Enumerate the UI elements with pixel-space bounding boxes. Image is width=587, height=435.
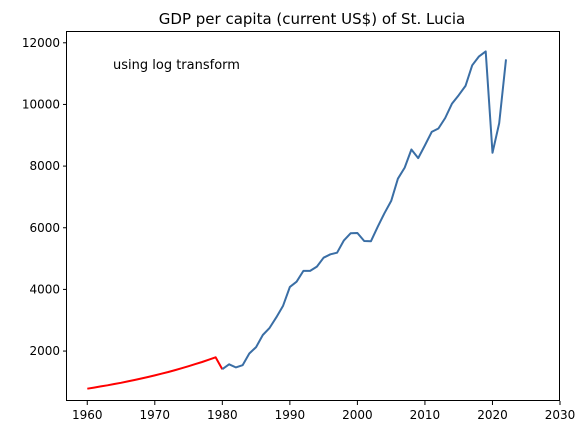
- plot-frame: [66, 31, 560, 401]
- chart-annotation: using log transform: [113, 58, 240, 73]
- x-tick-label-1960: 1960: [72, 408, 103, 422]
- x-tick-label-1970: 1970: [140, 408, 171, 422]
- chart-title: GDP per capita (current US$) of St. Luci…: [159, 10, 465, 28]
- x-tick-label-1990: 1990: [275, 408, 306, 422]
- series-line-2: [221, 50, 507, 371]
- y-tick-label-10000: 10000: [22, 97, 60, 111]
- series-line-1: [87, 356, 224, 390]
- x-tick-label-2010: 2010: [410, 408, 441, 422]
- series-layer: [87, 50, 507, 390]
- y-tick-label-6000: 6000: [29, 221, 60, 235]
- y-axis: 2000 4000 6000 8000 10000 12000: [22, 36, 67, 358]
- x-tick-label-1980: 1980: [207, 408, 238, 422]
- x-axis: 1960 1970 1980 1990 2000 2010 2020 2030: [72, 401, 575, 422]
- x-tick-label-2030: 2030: [545, 408, 576, 422]
- y-tick-label-8000: 8000: [29, 159, 60, 173]
- y-tick-label-2000: 2000: [29, 344, 60, 358]
- x-tick-label-2000: 2000: [342, 408, 373, 422]
- y-tick-label-4000: 4000: [29, 282, 60, 296]
- y-tick-label-12000: 12000: [22, 36, 60, 50]
- x-tick-label-2020: 2020: [477, 408, 508, 422]
